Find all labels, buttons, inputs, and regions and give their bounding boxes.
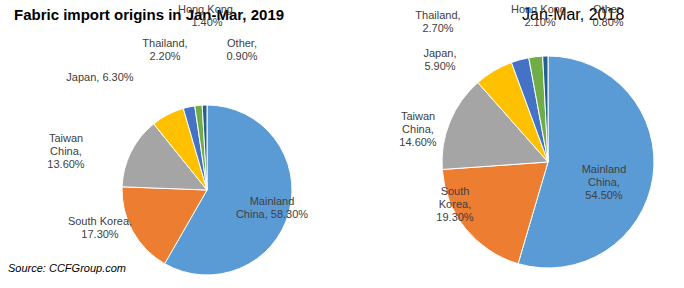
- svg-text:MainlandChina, 58.30%: MainlandChina, 58.30%: [236, 194, 308, 219]
- svg-text:Japan,5.90%: Japan,5.90%: [423, 46, 456, 71]
- svg-text:MainlandChina,54.50%: MainlandChina,54.50%: [582, 163, 627, 201]
- svg-text:Other,0.90%: Other,0.90%: [226, 36, 257, 61]
- svg-text:Hong Kong,1.40%: Hong Kong,1.40%: [178, 2, 236, 27]
- svg-text:Other,0.80%: Other,0.80%: [592, 2, 623, 27]
- svg-text:TaiwanChina,13.60%: TaiwanChina,13.60%: [47, 132, 85, 170]
- svg-text:TaiwanChina,14.60%: TaiwanChina,14.60%: [399, 110, 437, 148]
- svg-text:SouthKorea,19.30%: SouthKorea,19.30%: [436, 185, 474, 223]
- svg-text:Thailand,2.70%: Thailand,2.70%: [415, 8, 460, 33]
- svg-text:Thailand,2.20%: Thailand,2.20%: [142, 36, 187, 61]
- svg-text:South Korea,17.30%: South Korea,17.30%: [68, 214, 132, 239]
- svg-text:Japan, 6.30%: Japan, 6.30%: [66, 71, 133, 83]
- svg-text:Hong Kong,2.10%: Hong Kong,2.10%: [511, 2, 569, 27]
